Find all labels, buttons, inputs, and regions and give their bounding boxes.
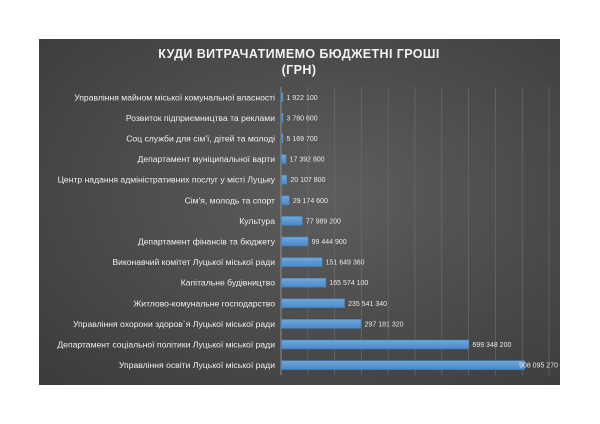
data-label: 699 348 200 bbox=[472, 342, 511, 349]
bar bbox=[281, 360, 526, 370]
data-label: 151 649 360 bbox=[326, 260, 365, 267]
data-label: 20 107 800 bbox=[290, 177, 325, 184]
category-label: Департамент муніципальної варти bbox=[138, 154, 276, 164]
data-label: 165 574 100 bbox=[329, 280, 368, 287]
data-label: 297 181 320 bbox=[365, 321, 404, 328]
category-label: Управління освіти Луцької міської ради bbox=[119, 360, 275, 370]
data-label: 1 922 100 bbox=[287, 95, 318, 102]
data-label: 17 392 800 bbox=[290, 157, 325, 164]
category-label: Центр надання адміністративних послуг у … bbox=[58, 175, 276, 185]
data-label: 77 989 200 bbox=[306, 218, 341, 225]
data-label: 5 169 700 bbox=[287, 136, 318, 143]
bar bbox=[281, 298, 345, 309]
category-label: Департамент фінансів та бюджету bbox=[138, 237, 276, 247]
bar bbox=[281, 113, 284, 123]
bar bbox=[281, 319, 362, 329]
bar bbox=[281, 133, 284, 144]
chart-panel: КУДИ ВИТРАЧАТИМЕМО БЮДЖЕТНІ ГРОШІ (ГРН) … bbox=[39, 39, 560, 385]
category-label: Житлово-комунальне господарство bbox=[133, 298, 275, 308]
data-label: 235 541 340 bbox=[348, 301, 387, 308]
bar bbox=[281, 92, 284, 103]
category-label: Управління охорони здоров`я Луцької місь… bbox=[73, 319, 275, 329]
chart-title: КУДИ ВИТРАЧАТИМЕМО БЮДЖЕТНІ ГРОШІ bbox=[158, 47, 440, 61]
data-label: 99 444 900 bbox=[312, 239, 347, 246]
bar-chart: КУДИ ВИТРАЧАТИМЕМО БЮДЖЕТНІ ГРОШІ (ГРН) … bbox=[57, 47, 558, 376]
bar bbox=[281, 339, 470, 350]
bar bbox=[281, 154, 287, 164]
bar bbox=[281, 277, 327, 288]
category-label: Виконавчий комітет Луцької міської ради bbox=[112, 257, 275, 267]
data-label: 3 780 600 bbox=[287, 115, 318, 122]
data-label: 29 174 600 bbox=[293, 198, 328, 205]
category-label: Розвиток підприємництва та реклами bbox=[126, 113, 275, 123]
bar bbox=[281, 174, 288, 185]
bar bbox=[281, 257, 323, 267]
data-label: 908 095 270 bbox=[519, 363, 558, 370]
bar bbox=[281, 236, 309, 247]
category-label: Управління майном міської комунальної вл… bbox=[74, 92, 275, 102]
chart-subtitle: (ГРН) bbox=[282, 63, 317, 77]
category-label: Капітальне будівництво bbox=[181, 278, 275, 288]
category-label: Соц служби для сім'ї, дітей та молоді bbox=[126, 134, 275, 144]
bar bbox=[281, 195, 290, 206]
category-label: Департамент соціальної політики Луцької … bbox=[57, 340, 275, 350]
category-label: Сім'я, молодь та спорт bbox=[185, 195, 275, 205]
category-label: Культура bbox=[239, 216, 275, 226]
bar bbox=[281, 216, 303, 226]
